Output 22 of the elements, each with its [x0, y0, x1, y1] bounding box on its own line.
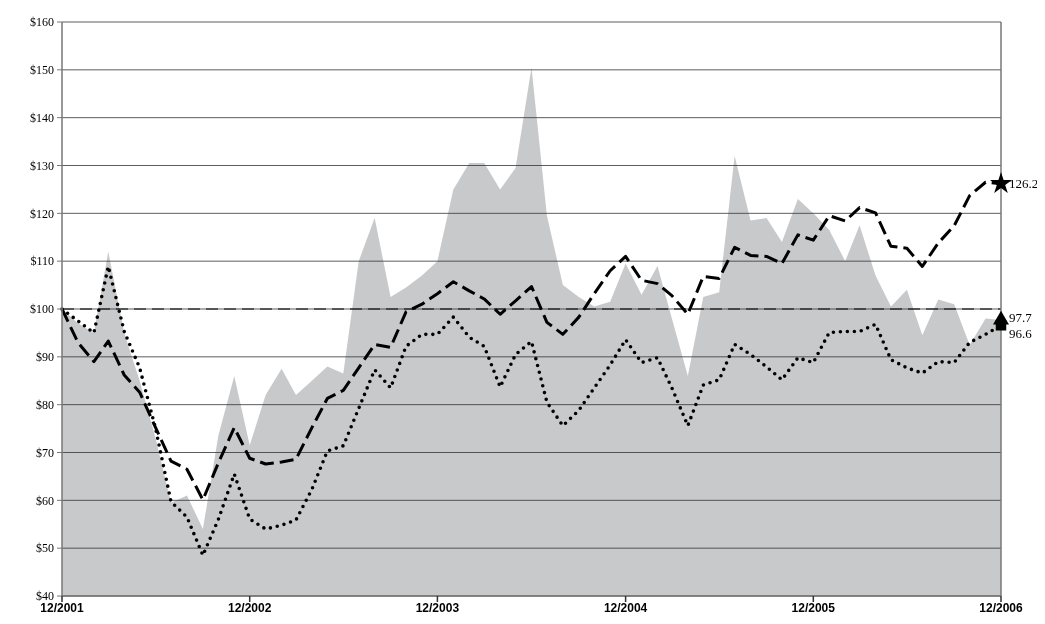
y-tick-label: $130	[30, 158, 54, 173]
x-tick-label: 12/2006	[979, 601, 1024, 615]
data-label: 96.6	[1009, 325, 1033, 341]
y-tick-label: $70	[36, 445, 54, 460]
x-tick-label: 12/2003	[415, 601, 460, 615]
y-tick-label: $50	[36, 541, 54, 556]
data-label: 126.2	[1009, 176, 1039, 192]
y-tick-label: $140	[30, 110, 54, 125]
y-tick-label: $60	[36, 493, 54, 508]
x-tick-label: 12/2002	[228, 601, 272, 615]
y-tick-label: $150	[30, 63, 54, 78]
x-tick-label: 12/2004	[603, 601, 648, 615]
x-tick-label: 12/2001	[40, 601, 85, 615]
y-tick-label: $80	[36, 397, 54, 412]
y-tick-label: $100	[30, 302, 54, 317]
y-tick-label: $160	[30, 15, 54, 30]
data-label: 97.7	[1009, 309, 1033, 325]
y-tick-label: $110	[30, 254, 54, 269]
y-tick-label: $90	[36, 350, 54, 365]
y-tick-label: $120	[30, 206, 54, 221]
y-tick-label: $40	[36, 589, 54, 604]
x-tick-label: 12/2005	[791, 601, 836, 615]
